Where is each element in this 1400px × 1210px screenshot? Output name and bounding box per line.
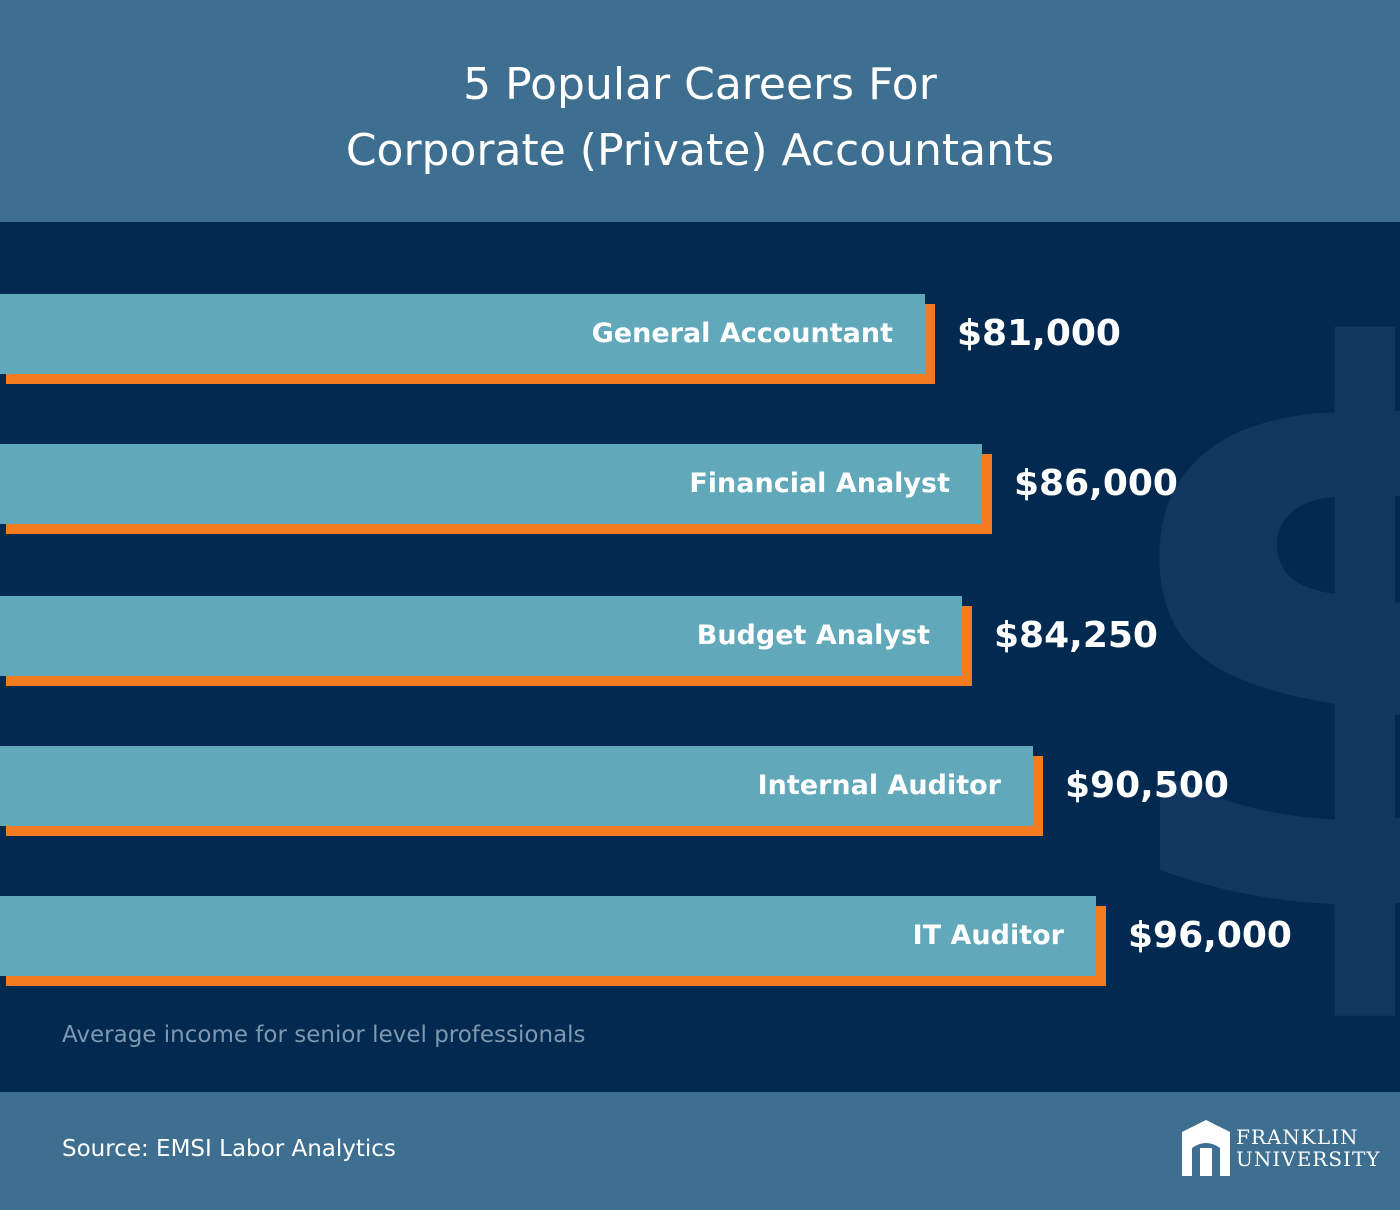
footer: Source: EMSI Labor Analytics FRANKLIN UN…	[0, 1092, 1400, 1210]
bar-label-financial-analyst: Financial Analyst	[689, 468, 950, 499]
chart-note: Average income for senior level professi…	[62, 1022, 586, 1048]
logo-line-1: FRANKLIN	[1236, 1125, 1359, 1149]
bar-it-auditor	[0, 896, 1096, 976]
logo-line-2: UNIVERSITY	[1236, 1147, 1381, 1171]
logo-text: FRANKLIN UNIVERSITY	[1236, 1126, 1381, 1170]
franklin-arch-icon	[1182, 1120, 1230, 1176]
franklin-university-logo[interactable]: FRANKLIN UNIVERSITY	[1180, 1118, 1380, 1178]
title-line-2: Corporate (Private) Accountants	[345, 125, 1055, 176]
header: 5 Popular Careers For Corporate (Private…	[0, 0, 1400, 222]
bar-financial-analyst	[0, 444, 982, 524]
chart-title: 5 Popular Careers For Corporate (Private…	[0, 52, 1400, 184]
bar-label-it-auditor: IT Auditor	[912, 920, 1064, 951]
bar-label-general-accountant: General Accountant	[591, 318, 893, 349]
bar-value-financial-analyst: $86,000	[1014, 463, 1178, 504]
bar-label-budget-analyst: Budget Analyst	[696, 620, 930, 651]
bar-value-budget-analyst: $84,250	[994, 615, 1158, 656]
dollar-sign-icon: $	[1100, 222, 1400, 1084]
bar-chart: $ Average income for senior level profes…	[0, 222, 1400, 1092]
bar-internal-auditor	[0, 746, 1033, 826]
bar-value-general-accountant: $81,000	[957, 313, 1121, 354]
bar-label-internal-auditor: Internal Auditor	[757, 770, 1001, 801]
bar-budget-analyst	[0, 596, 962, 676]
source-text: Source: EMSI Labor Analytics	[62, 1136, 396, 1162]
bar-general-accountant	[0, 294, 925, 374]
bar-value-internal-auditor: $90,500	[1065, 765, 1229, 806]
bar-value-it-auditor: $96,000	[1128, 915, 1292, 956]
title-line-1: 5 Popular Careers For	[463, 59, 937, 110]
